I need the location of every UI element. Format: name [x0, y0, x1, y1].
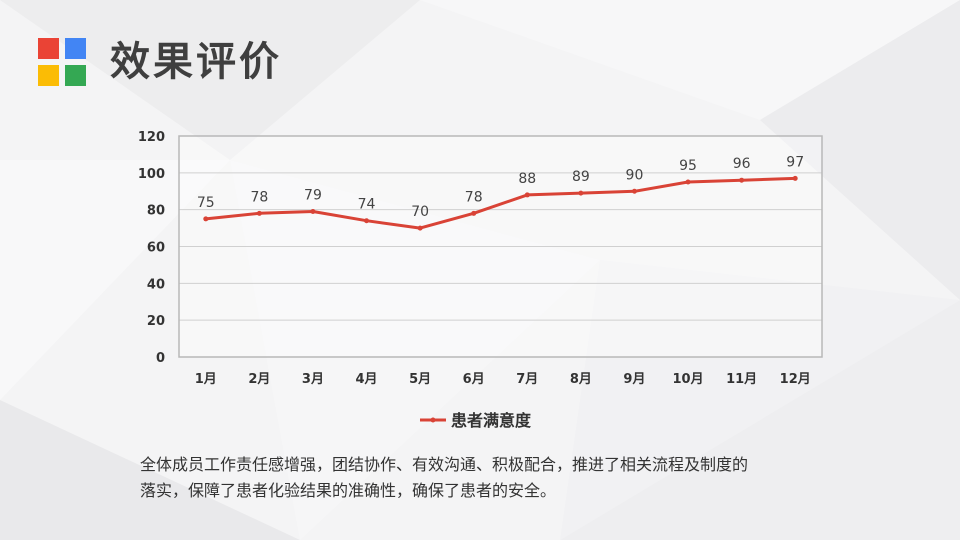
- x-tick-label: 6月: [463, 372, 485, 387]
- data-point: [471, 210, 477, 216]
- data-point: [685, 179, 691, 185]
- data-point: [792, 175, 798, 181]
- data-point: [310, 209, 316, 215]
- data-label: 97: [786, 154, 804, 170]
- logo-grid-icon: [38, 38, 86, 86]
- data-label: 96: [733, 156, 751, 172]
- x-tick-label: 8月: [570, 372, 592, 387]
- data-label: 70: [411, 204, 429, 220]
- data-label: 78: [465, 189, 483, 205]
- y-tick-label: 120: [138, 130, 165, 145]
- y-tick-label: 20: [147, 314, 165, 329]
- legend-marker: [430, 417, 436, 423]
- series-line: [205, 176, 796, 230]
- data-label: 90: [626, 167, 644, 183]
- data-label: 74: [358, 197, 376, 213]
- description-text: 全体成员工作责任感增强，团结协作、有效沟通、积极配合，推进了相关流程及制度的 落…: [140, 452, 860, 504]
- x-tick-label: 9月: [623, 372, 645, 387]
- y-tick-label: 80: [147, 204, 165, 219]
- logo-square-yellow: [38, 65, 59, 86]
- x-tick-label: 12月: [780, 372, 811, 387]
- description-line-2: 落实，保障了患者化验结果的准确性，确保了患者的安全。: [140, 481, 557, 500]
- data-point: [203, 216, 209, 222]
- y-tick-label: 0: [156, 351, 165, 366]
- data-point: [578, 190, 584, 196]
- x-tick-label: 7月: [516, 372, 538, 387]
- x-tick-label: 1月: [195, 372, 217, 387]
- data-point: [417, 225, 423, 231]
- legend-label: 患者满意度: [451, 411, 532, 430]
- x-tick-label: 2月: [248, 372, 270, 387]
- y-tick-label: 100: [138, 167, 165, 182]
- data-point: [739, 177, 745, 183]
- logo-square-green: [65, 65, 86, 86]
- data-label: 79: [304, 188, 322, 204]
- x-tick-label: 11月: [726, 372, 757, 387]
- description-line-1: 全体成员工作责任感增强，团结协作、有效沟通、积极配合，推进了相关流程及制度的: [140, 455, 749, 474]
- data-label: 88: [518, 171, 536, 187]
- data-point: [364, 218, 370, 224]
- data-point: [256, 210, 262, 216]
- page-title: 效果评价: [110, 39, 282, 85]
- x-tick-label: 5月: [409, 372, 431, 387]
- data-label: 95: [679, 158, 697, 174]
- x-tick-label: 4月: [356, 372, 378, 387]
- logo-square-blue: [65, 38, 86, 59]
- x-tick-label: 10月: [672, 372, 703, 387]
- data-point: [524, 192, 530, 198]
- y-tick-label: 40: [147, 277, 165, 292]
- x-tick-label: 3月: [302, 372, 324, 387]
- y-tick-label: 60: [147, 241, 165, 256]
- data-label: 89: [572, 169, 590, 185]
- data-label: 78: [250, 189, 268, 205]
- logo-square-red: [38, 38, 59, 59]
- plot-border: [178, 135, 823, 358]
- data-point: [631, 188, 637, 194]
- data-label: 75: [197, 195, 215, 211]
